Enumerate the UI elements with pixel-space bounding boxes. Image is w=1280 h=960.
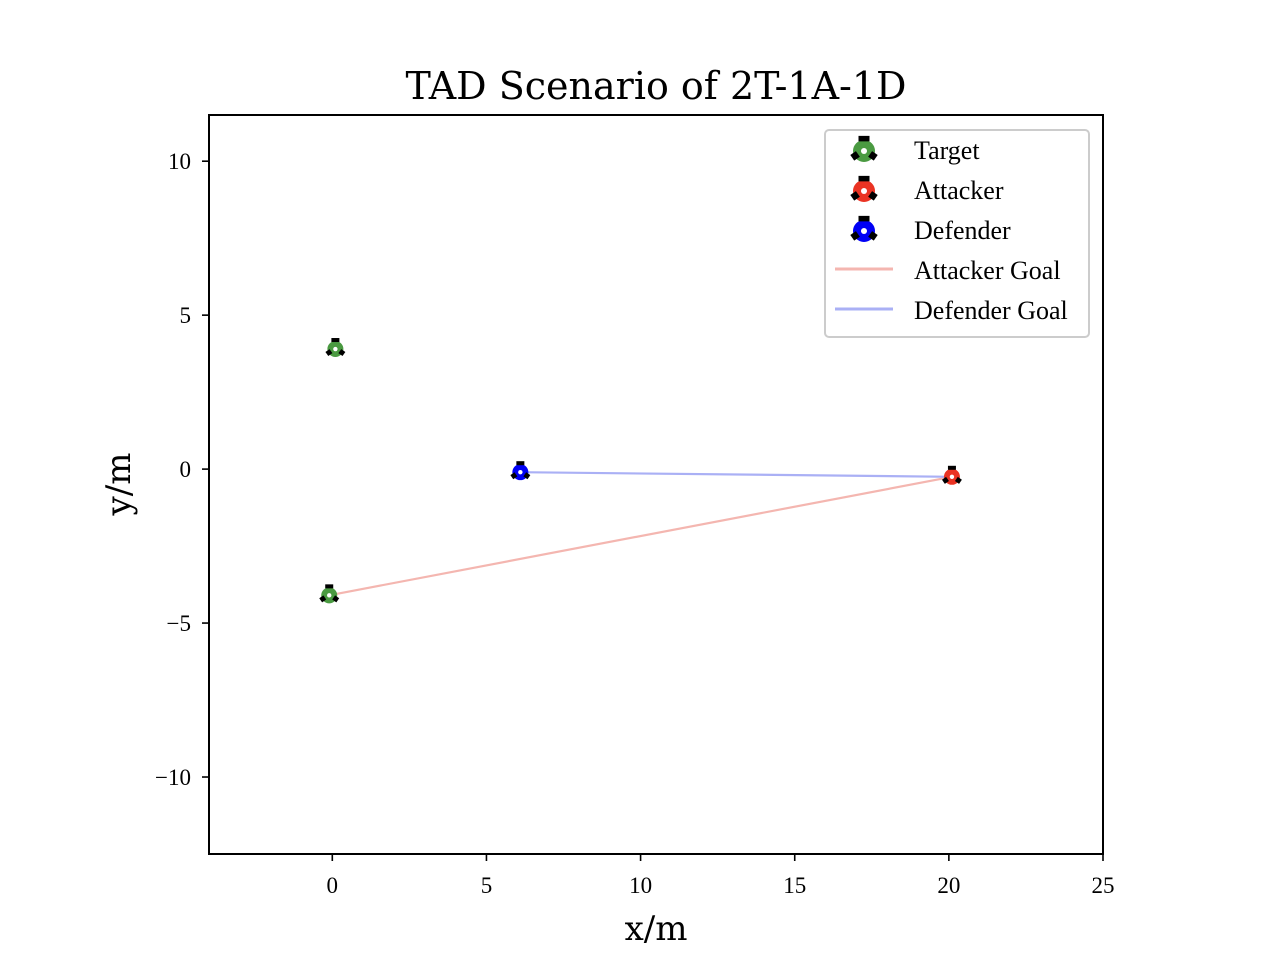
marker-target-0-wheel-right: [338, 349, 346, 357]
x-tick-label: 15: [783, 873, 806, 898]
marker-target-1: [319, 584, 340, 604]
x-tick-label: 0: [327, 873, 339, 898]
legend-box: [824, 129, 1090, 338]
x-tick-label: 20: [937, 873, 960, 898]
legend-marker-attacker-wheel-top: [858, 175, 870, 182]
plot-content: [319, 338, 962, 604]
plot-frame: [208, 114, 1104, 855]
y-tick-label: −5: [167, 611, 191, 636]
y-tick-label: 5: [180, 303, 192, 328]
legend-entries: Target Attacker Defender Attacker Goal Defen…: [835, 135, 1068, 325]
y-tick-label: 10: [168, 149, 191, 174]
marker-defender-0-wheel-top: [516, 461, 525, 466]
x-tick-label: 25: [1092, 873, 1115, 898]
marker-defender-0-wheel-right: [523, 472, 531, 480]
marker-target-0-wheel-top: [331, 338, 340, 343]
legend-marker-target-wheel-top: [858, 135, 870, 142]
legend-marker-target-wheel-left: [850, 151, 860, 161]
legend-marker-defender-wheel-top: [858, 215, 870, 222]
legend-marker-target-wheel-right: [868, 151, 878, 161]
legend: Target Attacker Defender Attacker Goal Defen…: [824, 129, 1090, 338]
legend-marker-attacker-center: [860, 187, 868, 195]
legend-label: Defender: [914, 216, 1011, 245]
series-line-1: [520, 471, 952, 478]
x-tick-label: 5: [481, 873, 493, 898]
y-tick-label: −10: [155, 765, 191, 790]
marker-attacker-0: [941, 465, 962, 485]
marker-attacker-0-wheel-left: [941, 476, 949, 484]
marker-target-1-wheel-top: [325, 584, 334, 589]
series-line-0: [328, 475, 953, 597]
marker-defender-0-center: [518, 469, 523, 475]
legend-marker-target-center: [860, 147, 868, 155]
marker-defender-0-wheel-left: [510, 472, 518, 480]
legend-marker-target: [850, 135, 878, 162]
legend-label: Target: [914, 136, 980, 165]
marker-target-1-center: [327, 593, 332, 598]
legend-marker-attacker-wheel-left: [850, 191, 860, 201]
legend-marker-attacker: [850, 175, 878, 202]
legend-label: Attacker Goal: [914, 256, 1061, 285]
legend-marker-defender-wheel-left: [850, 231, 860, 241]
legend-marker-attacker-wheel-right: [868, 191, 878, 201]
marker-target-0-center: [333, 346, 338, 352]
marker-attacker-0-center: [949, 474, 955, 480]
marker-target-1-wheel-right: [332, 595, 340, 603]
legend-marker-defender-wheel-right: [868, 231, 878, 241]
marker-target-0: [325, 338, 346, 358]
marker-attacker-0-wheel-top: [947, 465, 956, 470]
chart-title: TAD Scenario of 2T-1A-1D: [405, 64, 906, 108]
marker-target-1-wheel-left: [319, 595, 327, 603]
x-axis-ticks: 0 5 10 15 20 25: [327, 854, 1115, 898]
marker-attacker-0-wheel-right: [954, 476, 962, 484]
x-axis-label: x/m: [625, 909, 688, 949]
y-axis-ticks: 10 5 0 −5 −10: [155, 149, 209, 790]
x-tick-label: 10: [629, 873, 652, 898]
marker-defender-0: [510, 461, 531, 481]
legend-marker-defender: [850, 215, 878, 242]
marker-target-0-wheel-left: [325, 349, 333, 357]
y-axis-label: y/m: [99, 453, 139, 517]
legend-label: Attacker: [914, 176, 1004, 205]
legend-marker-defender-center: [860, 227, 868, 235]
y-tick-label: 0: [180, 457, 192, 482]
legend-label: Defender Goal: [914, 296, 1068, 325]
